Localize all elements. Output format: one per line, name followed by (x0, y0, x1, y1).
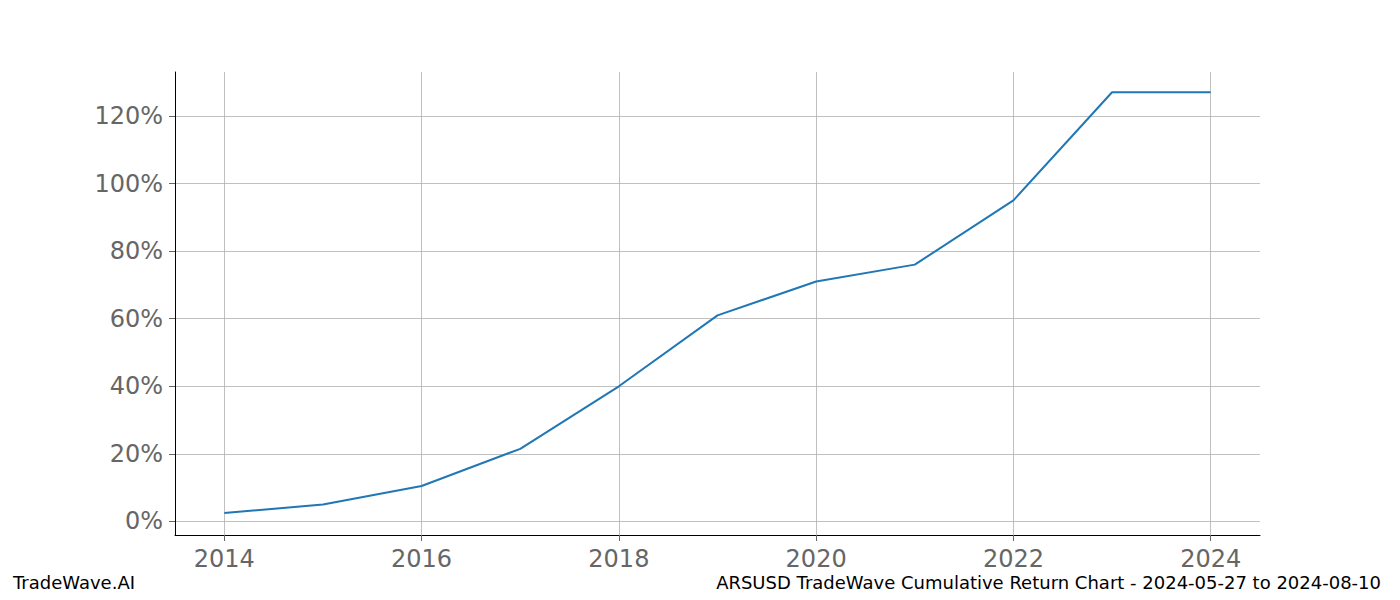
svg-text:20%: 20% (110, 440, 163, 468)
svg-text:0%: 0% (125, 507, 163, 535)
svg-text:ARSUSD TradeWave Cumulative Re: ARSUSD TradeWave Cumulative Return Chart… (716, 572, 1381, 593)
svg-text:60%: 60% (110, 305, 163, 333)
svg-text:2018: 2018 (588, 545, 649, 573)
svg-text:40%: 40% (110, 372, 163, 400)
svg-text:80%: 80% (110, 237, 163, 265)
svg-text:2014: 2014 (194, 545, 255, 573)
svg-text:2024: 2024 (1180, 545, 1241, 573)
svg-text:2020: 2020 (786, 545, 847, 573)
svg-text:120%: 120% (94, 102, 163, 130)
svg-text:TradeWave.AI: TradeWave.AI (12, 572, 135, 593)
svg-text:2022: 2022 (983, 545, 1044, 573)
svg-text:100%: 100% (94, 170, 163, 198)
svg-text:2016: 2016 (391, 545, 452, 573)
